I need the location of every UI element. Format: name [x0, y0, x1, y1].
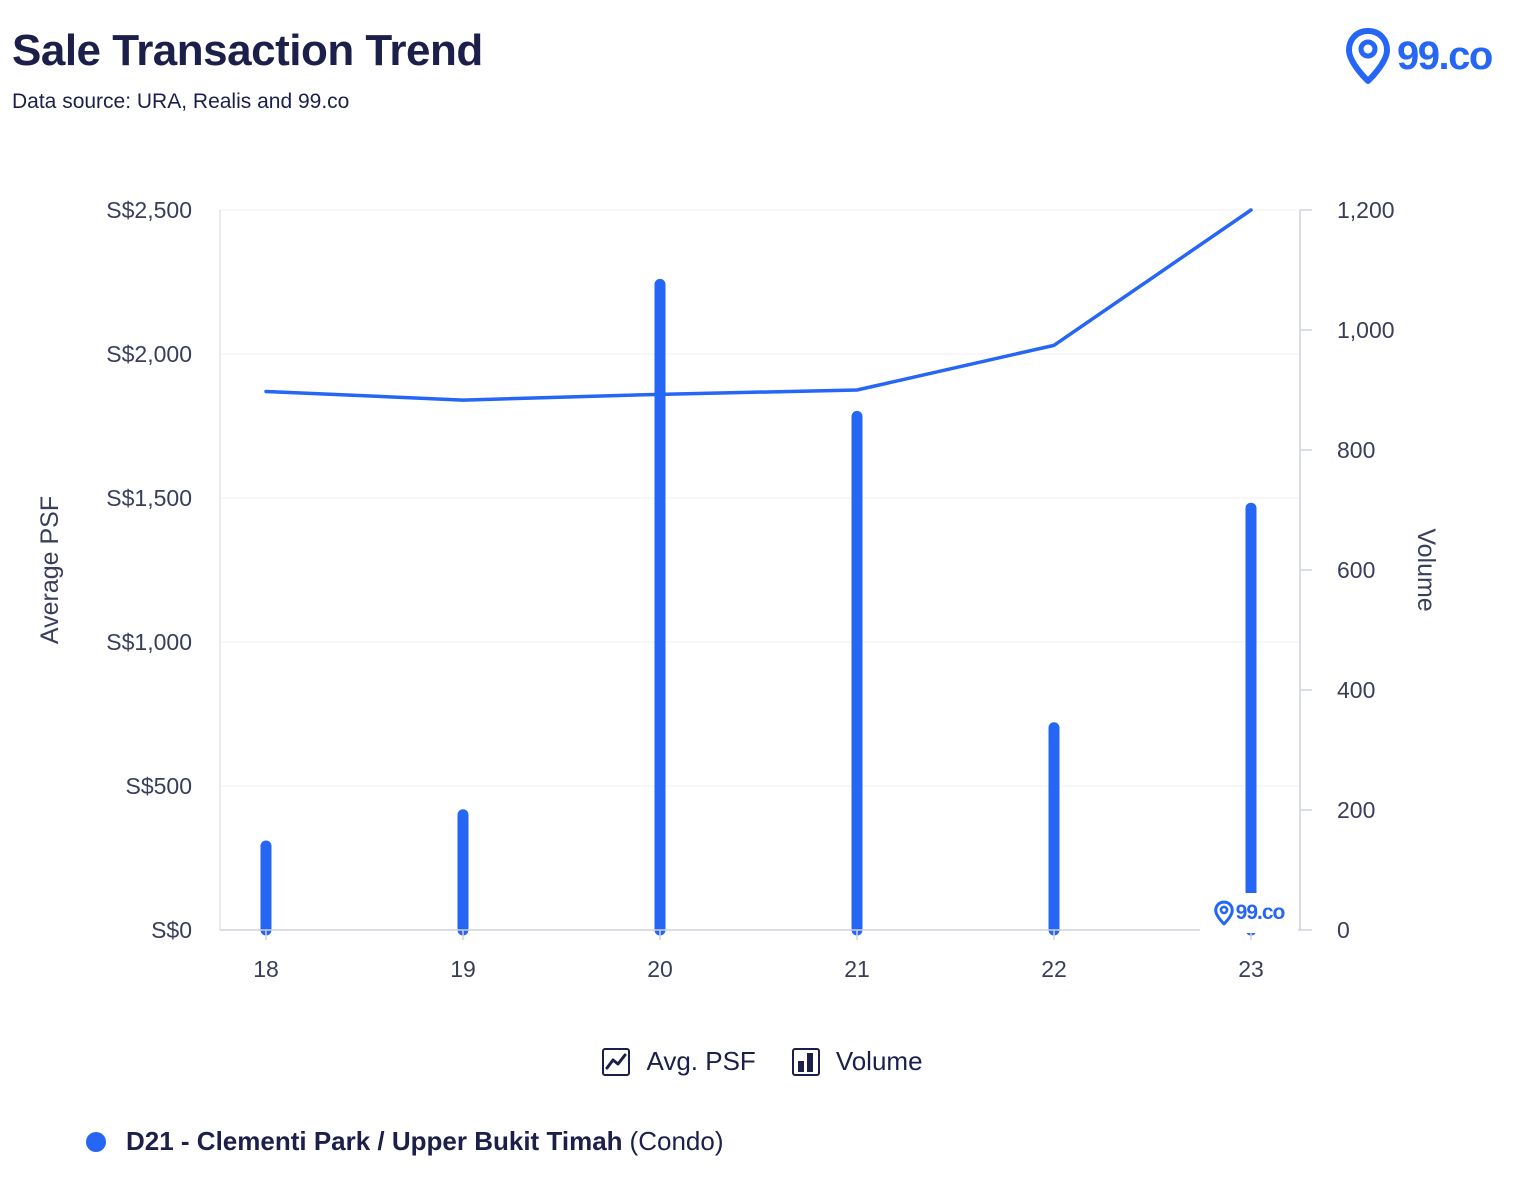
volume-bar-base-18: [260, 922, 272, 930]
y-axis-left-title: Average PSF: [36, 496, 64, 644]
y-right-tick-label-1: 200: [1337, 797, 1375, 823]
avg-psf-line-group: [264, 208, 1253, 402]
y-left-tick-label-3: S$1,500: [106, 485, 192, 511]
y-left-tick-label-5: S$2,500: [106, 197, 192, 223]
series-name: D21 - Clementi Park / Upper Bukit Timah: [126, 1126, 623, 1156]
volume-bar-base-22: [1048, 922, 1060, 930]
data-source-subtitle: Data source: URA, Realis and 99.co: [12, 90, 350, 113]
x-tick-label-21: 21: [844, 956, 870, 982]
grid-lines: [220, 209, 1300, 787]
y-left-tick-label-0: S$0: [151, 917, 192, 943]
y-right-tick-label-0: 0: [1337, 917, 1350, 943]
chart-legend: Avg. PSF Volume: [0, 1046, 1525, 1077]
watermark-text: 99.co: [1235, 901, 1286, 924]
y-axis-right-title: Volume: [1412, 528, 1440, 611]
volume-bar-base-19: [457, 922, 469, 930]
page-title: Sale Transaction Trend: [12, 26, 483, 75]
location-pin-icon: [1346, 28, 1390, 84]
legend-label-volume: Volume: [835, 1046, 923, 1076]
series-type: (Condo): [629, 1126, 724, 1156]
brand-logo: 99.co: [1345, 26, 1493, 86]
x-tick-label-18: 18: [253, 956, 279, 982]
axes: [219, 209, 1312, 940]
series-label: D21 - Clementi Park / Upper Bukit Timah …: [86, 1126, 723, 1157]
volume-bar-base-20: [654, 922, 666, 930]
x-tick-label-23: 23: [1238, 956, 1264, 982]
legend-label-avg-psf: Avg. PSF: [646, 1046, 756, 1076]
location-pin-icon: [1213, 900, 1234, 926]
avg-psf-line[interactable]: [264, 208, 1253, 402]
bar-chart-icon: [791, 1047, 820, 1076]
legend-item-avg-psf[interactable]: Avg. PSF: [602, 1046, 756, 1077]
y-left-tick-label-4: S$2,000: [106, 341, 192, 367]
volume-bars: [260, 278, 1257, 936]
y-right-tick-label-6: 1,200: [1337, 197, 1395, 223]
x-tick-label-22: 22: [1041, 956, 1067, 982]
y-right-tick-label-2: 400: [1337, 677, 1375, 703]
y-right-tick-label-5: 1,000: [1337, 317, 1395, 343]
tick-labels: S$0 S$500 S$1,000 S$1,500 S$2,000 S$2,500 0 200…: [106, 197, 1394, 982]
x-tick-label-20: 20: [647, 956, 673, 982]
series-color-dot: [86, 1131, 106, 1152]
sale-transaction-chart: S$0 S$500 S$1,000 S$1,500 S$2,000 S$2,500 0 200…: [36, 197, 1440, 982]
line-chart-icon: [602, 1047, 631, 1076]
brand-name: 99.co: [1397, 33, 1493, 78]
y-right-tick-label-4: 800: [1337, 437, 1375, 463]
y-left-tick-label-1: S$500: [125, 773, 192, 799]
y-left-tick-label-2: S$1,000: [106, 629, 192, 655]
legend-item-volume[interactable]: Volume: [791, 1046, 923, 1077]
chart-watermark: 99.co: [1200, 893, 1298, 933]
volume-bar-base-21: [851, 922, 863, 930]
x-tick-label-19: 19: [450, 956, 476, 982]
y-right-tick-label-3: 600: [1337, 557, 1375, 583]
